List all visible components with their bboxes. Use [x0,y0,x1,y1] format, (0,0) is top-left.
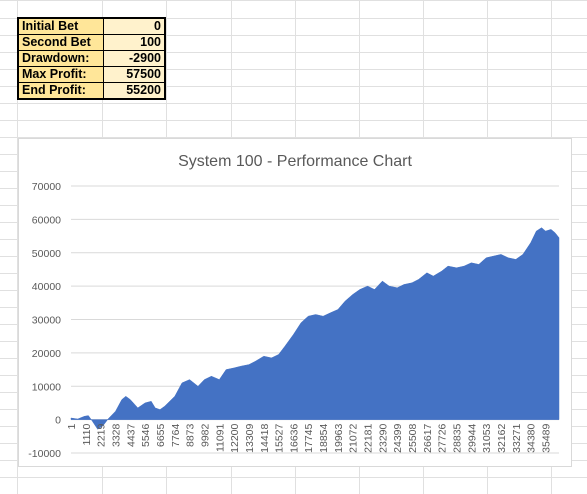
stat-label[interactable]: Initial Bet [17,17,104,35]
performance-chart[interactable]: System 100 - Performance Chart 70000 6000… [18,138,572,467]
y-tick-label: 20000 [32,348,61,360]
x-tick-label: 27726 [437,423,449,452]
x-tick-label: 21072 [348,423,360,452]
y-tick-label: 0 [55,415,61,427]
x-tick-label: 6655 [155,423,167,447]
stats-row-max-profit: Max Profit: 57500 [17,66,166,83]
x-tick-label: 14418 [259,423,271,452]
x-tick-label: 31053 [481,423,493,452]
x-tick-label: 25508 [407,423,419,452]
stats-table: Initial Bet 0 Second Bet 100 Drawdown: -… [17,17,166,100]
y-tick-label: 30000 [32,315,61,327]
x-tick-label: 11091 [214,423,226,452]
y-axis: 70000 60000 50000 40000 30000 20000 10000 0 -100… [28,181,61,460]
y-tick-label: 10000 [32,381,61,393]
x-tick-label: 18854 [318,423,330,452]
y-tick-label: 50000 [32,248,61,260]
x-tick-label: 24399 [392,423,404,452]
x-tick-label: 9982 [199,423,211,447]
y-tick-label: 40000 [32,281,61,293]
x-tick-label: 2219 [96,423,108,447]
stat-label[interactable]: Second Bet [17,34,104,51]
stat-value[interactable]: 100 [103,34,166,51]
y-tick-label: -10000 [28,448,61,460]
stat-value[interactable]: 57500 [103,66,166,83]
x-tick-label: 28835 [452,423,464,452]
x-tick-label: 7764 [170,423,182,447]
x-tick-label: 17745 [303,423,315,452]
stat-value[interactable]: 55200 [103,82,166,100]
chart-plot-area [70,227,560,430]
x-tick-label: 4437 [125,423,137,447]
series-area[interactable] [70,227,560,430]
chart-svg: System 100 - Performance Chart 70000 6000… [28,153,560,460]
y-tick-label: 60000 [32,214,61,226]
x-tick-label: 22181 [363,423,375,452]
stat-value[interactable]: 0 [103,17,166,35]
x-tick-label: 29944 [466,423,478,452]
x-tick-label: 32162 [496,423,508,452]
x-tick-label: 5546 [140,423,152,447]
x-tick-label: 3328 [110,423,122,447]
x-tick-label: 26617 [422,423,434,452]
x-tick-label: 19963 [333,423,345,452]
y-tick-label: 70000 [32,181,61,193]
stat-label[interactable]: End Profit: [17,82,104,100]
stats-row-second-bet: Second Bet 100 [17,34,166,51]
stats-row-end-profit: End Profit: 55200 [17,82,166,100]
x-tick-label: 35489 [540,423,552,452]
chart-title: System 100 - Performance Chart [178,153,412,170]
x-tick-label: 8873 [185,423,197,447]
x-tick-label: 13309 [244,423,256,452]
stat-label[interactable]: Max Profit: [17,66,104,83]
x-tick-label: 1 [66,423,78,429]
stat-label[interactable]: Drawdown: [17,50,104,67]
x-tick-label: 34380 [526,423,538,452]
x-tick-label: 16636 [288,423,300,452]
x-tick-label: 1110 [81,423,93,445]
stats-row-drawdown: Drawdown: -2900 [17,50,166,67]
x-tick-label: 15527 [274,423,286,452]
x-tick-label: 23290 [377,423,389,452]
x-axis: 1 1110 2219 3328 4437 5546 6655 7764 8873 9982 110… [66,423,552,452]
stat-value[interactable]: -2900 [103,50,166,67]
x-tick-label: 12200 [229,423,241,452]
x-tick-label: 33271 [511,423,523,452]
stats-row-initial-bet: Initial Bet 0 [17,17,166,35]
